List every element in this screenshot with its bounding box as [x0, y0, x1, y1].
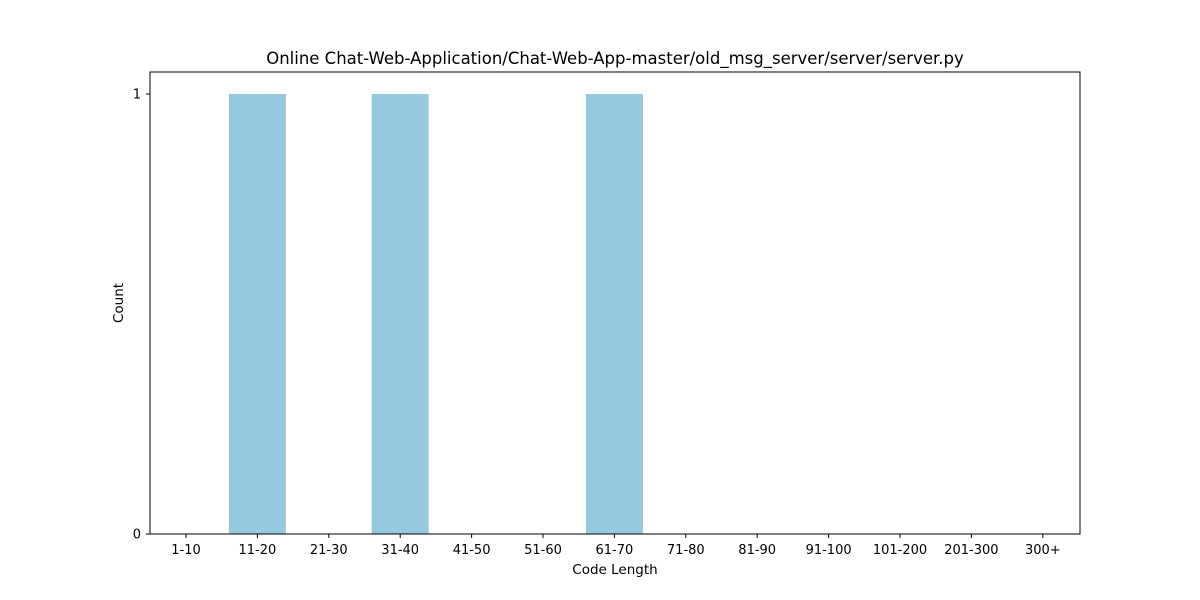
- x-tick-label: 71-80: [667, 543, 705, 558]
- bar-11-20: [228, 94, 286, 534]
- y-tick-label: 1: [133, 88, 141, 103]
- x-tick-label: 51-60: [524, 543, 562, 558]
- y-tick-label: 0: [133, 528, 141, 543]
- x-tick-label: 300+: [1025, 543, 1061, 558]
- bar-61-70: [585, 94, 643, 534]
- y-axis-label: Count: [111, 283, 127, 323]
- x-tick-label: 21-30: [310, 543, 348, 558]
- x-tick-label: 11-20: [239, 543, 277, 558]
- x-tick-label: 201-300: [944, 543, 998, 558]
- x-tick-label: 41-50: [453, 543, 491, 558]
- x-axis: 1-10 11-20 21-30 31-40 41-50 51-60 61-70 71-80 8…: [171, 534, 1061, 558]
- x-tick-label: 31-40: [381, 543, 419, 558]
- x-axis-label: Code Length: [572, 562, 657, 578]
- x-tick-label: 81-90: [738, 543, 776, 558]
- x-tick-label: 61-70: [596, 543, 634, 558]
- y-axis: 01: [133, 88, 150, 543]
- bars-group: [228, 94, 643, 534]
- chart-title: Online Chat-Web-Application/Chat-Web-App…: [266, 49, 964, 69]
- x-tick-label: 91-100: [806, 543, 852, 558]
- bar-31-40: [371, 94, 429, 534]
- plot-area-frame: [149, 71, 1081, 535]
- x-tick-label: 1-10: [171, 543, 201, 558]
- x-tick-label: 101-200: [873, 543, 927, 558]
